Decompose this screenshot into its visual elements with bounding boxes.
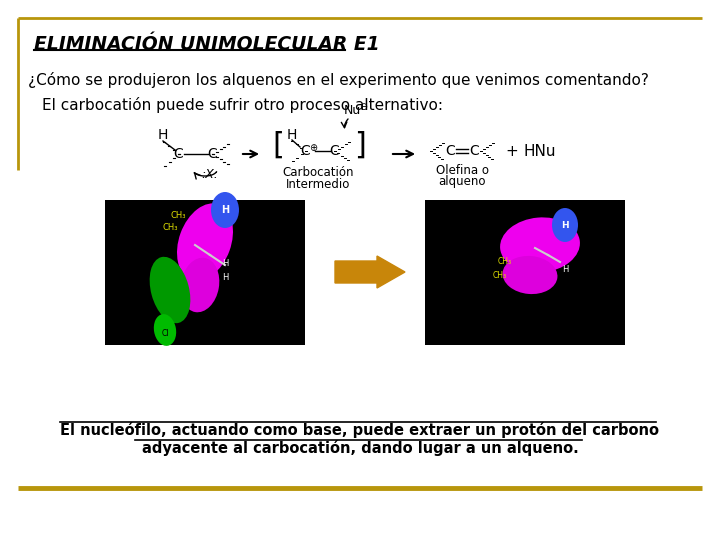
Text: C: C: [173, 147, 183, 161]
Text: Nu: Nu: [343, 104, 361, 117]
Text: CH₃: CH₃: [162, 224, 178, 233]
Text: H: H: [222, 273, 228, 282]
Text: H: H: [287, 128, 297, 142]
Text: [: [: [272, 131, 284, 159]
Bar: [425, 200, 625, 345]
Ellipse shape: [211, 192, 239, 228]
Bar: [105, 200, 305, 345]
Text: C: C: [300, 144, 310, 158]
Text: H: H: [221, 205, 229, 215]
Text: CH₃: CH₃: [493, 271, 507, 280]
Text: ⊕: ⊕: [309, 143, 317, 153]
Ellipse shape: [181, 258, 220, 312]
Ellipse shape: [150, 257, 190, 323]
Text: ⊖: ⊖: [359, 102, 367, 112]
Text: C: C: [469, 144, 479, 158]
Text: ]: ]: [354, 131, 366, 159]
Text: H: H: [561, 220, 569, 230]
Text: Cl: Cl: [161, 328, 168, 338]
Ellipse shape: [503, 256, 557, 294]
Text: C: C: [207, 147, 217, 161]
Text: C: C: [445, 144, 455, 158]
Text: adyacente al carbocatión, dando lugar a un alqueno.: adyacente al carbocatión, dando lugar a …: [142, 440, 578, 456]
Ellipse shape: [500, 218, 580, 273]
Text: HNu: HNu: [523, 144, 557, 159]
Ellipse shape: [154, 314, 176, 346]
Text: alqueno: alqueno: [438, 176, 486, 188]
Text: H: H: [562, 266, 568, 274]
Text: El carbocatión puede sufrir otro proceso alternativo:: El carbocatión puede sufrir otro proceso…: [42, 97, 443, 113]
Text: CH₃: CH₃: [170, 211, 186, 219]
Text: El nucleófilo, actuando como base, puede extraer un protón del carbono: El nucleófilo, actuando como base, puede…: [60, 422, 660, 438]
Ellipse shape: [177, 204, 233, 281]
Text: H: H: [158, 128, 168, 142]
Text: CH₃: CH₃: [498, 258, 512, 267]
Text: Carbocatión: Carbocatión: [282, 166, 354, 179]
Ellipse shape: [552, 208, 578, 242]
Text: Intermedio: Intermedio: [286, 179, 350, 192]
Text: ELIMINACIÓN UNIMOLECULAR E1: ELIMINACIÓN UNIMOLECULAR E1: [34, 35, 379, 54]
FancyArrow shape: [335, 256, 405, 288]
Text: Olefina o: Olefina o: [436, 164, 488, 177]
Text: H: H: [222, 260, 228, 268]
Text: ¿Cómo se produjeron los alquenos en el experimento que venimos comentando?: ¿Cómo se produjeron los alquenos en el e…: [28, 72, 649, 88]
Text: +: +: [505, 144, 518, 159]
Text: :X:: :X:: [202, 167, 219, 180]
Text: C: C: [329, 144, 339, 158]
